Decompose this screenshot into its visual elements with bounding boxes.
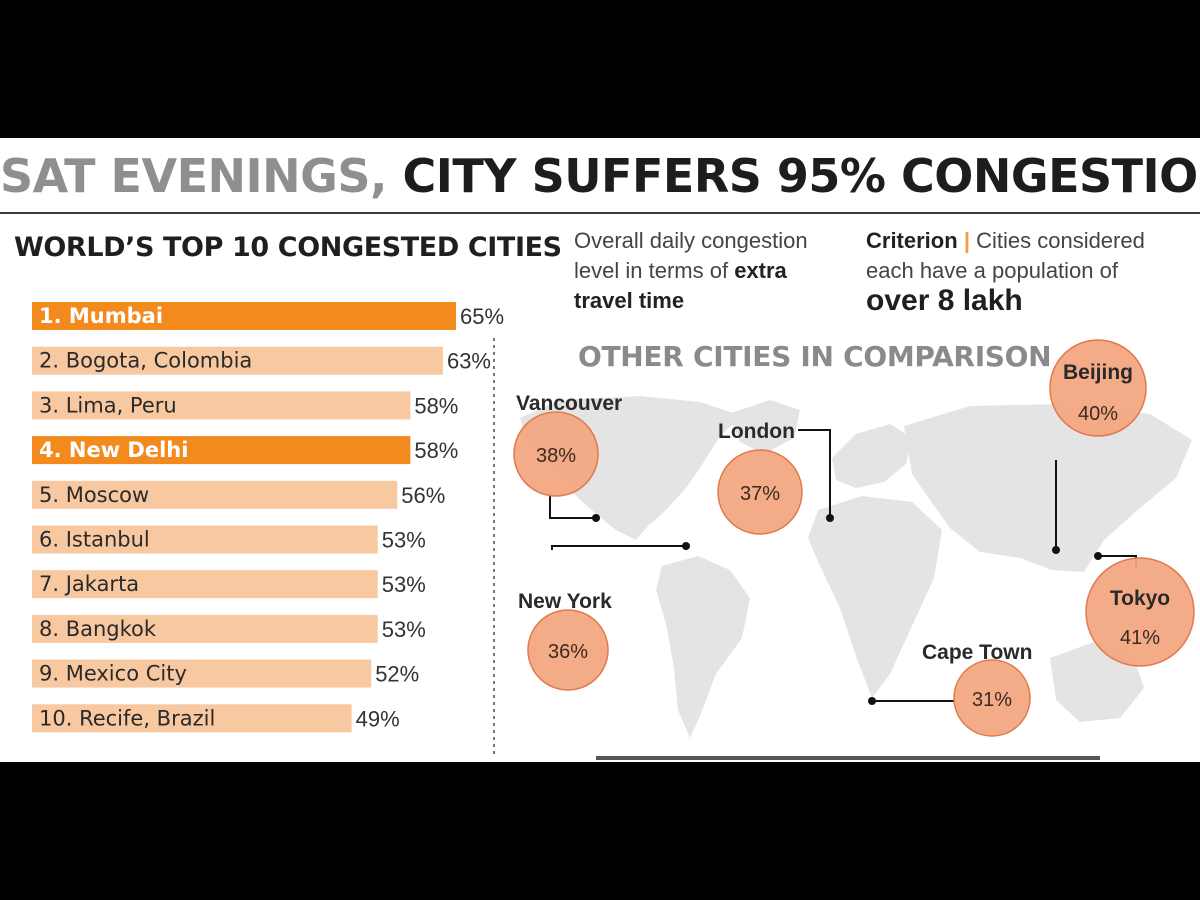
leader-line [551,545,686,550]
city-bubble [1085,557,1195,667]
city-value-label: 40% [1078,403,1118,425]
city-value-label: 31% [972,689,1012,711]
bar-category-label: 9. Mexico City [39,662,187,686]
infographic-panel: SAT EVENINGS, CITY SUFFERS 95% CONGESTIO… [0,138,1200,762]
bar-category-label: 10. Recife, Brazil [39,706,215,730]
bar-value-label: 58% [414,438,458,463]
africa-landmass [808,496,942,698]
headline: SAT EVENINGS, CITY SUFFERS 95% CONGESTIO… [0,146,1200,206]
city-bubbles: Vancouver 38% London 37% Beijing 40% New York 3… [513,339,1195,737]
criterion-separator: | [963,228,970,253]
bar-chart-title: WORLD’S TOP 10 CONGESTED CITIES [14,232,562,263]
city-location-dot [592,514,600,522]
headline-main: CITY SUFFERS 95% CONGESTION [402,149,1200,203]
criterion-population: over 8 lakh [866,284,1023,317]
bar-value-label: 56% [401,483,445,508]
bar [32,302,456,330]
city-location-dot [1094,552,1102,560]
city-location-dot [1052,546,1060,554]
leader-line [798,429,831,518]
congestion-definition-note: Overall daily congestion level in terms … [574,226,844,316]
bar-category-label: 4. New Delhi [39,438,188,462]
bar-value-label: 63% [447,349,491,374]
city-bubble [527,609,609,691]
bar [32,391,411,420]
bar-series: 1. Mumbai 65% 2. Bogota, Colombia 63% 3. Lim… [32,302,504,733]
bar [32,346,443,375]
bar-value-label: 53% [382,572,426,597]
bar-value-label: 49% [356,706,400,731]
south-america-landmass [656,556,750,738]
criterion-label: Criterion [866,228,958,253]
bar [32,480,398,509]
city-name-label: Cape Town [922,641,1032,664]
bar-value-label: 65% [460,304,504,329]
world-map [520,396,1192,738]
bar-category-label: 3. Lima, Peru [39,393,177,417]
bar-value-label: 52% [375,662,419,687]
bar-category-label: 2. Bogota, Colombia [39,349,252,373]
leader-line [549,496,596,519]
bar-category-label: 7. Jakarta [39,572,139,596]
bar [32,704,352,733]
europe-landmass [832,424,912,488]
city-value-label: 37% [740,483,780,505]
note-plain-text: Overall daily congestion level in terms … [574,228,808,283]
headline-rule [0,212,1200,214]
bar-value-label: 53% [382,617,426,642]
bar-category-label: 8. Bangkok [39,617,157,641]
city-value-label: 38% [536,445,576,467]
city-name-label: Vancouver [516,392,622,415]
criterion-note: Criterion | Cities considered each have … [866,226,1186,318]
note-bold-text: extra travel time [574,258,787,313]
bar [32,570,378,599]
greenland-landmass [728,400,800,454]
asia-landmass [904,404,1192,572]
city-value-label: 41% [1120,627,1160,649]
comparison-title: OTHER CITIES IN COMPARISON [578,340,1052,373]
bar [32,614,378,643]
city-name-label: Beijing [1063,361,1133,384]
headline-prefix: SAT EVENINGS, [0,149,387,203]
bar-category-label: 6. Istanbul [39,528,150,552]
city-bubble [953,659,1031,737]
criterion-text: Cities considered each have a population… [866,228,1145,283]
bar-category-label: 1. Mumbai [39,304,163,328]
city-name-label: New York [518,590,612,613]
bar-value-label: 58% [414,393,458,418]
city-value-label: 36% [548,641,588,663]
city-bubble [717,449,803,535]
city-location-dot [868,697,876,705]
bar-category-label: 5. Moscow [39,483,149,507]
city-bubble [513,411,599,497]
bar [32,659,372,688]
chart-canvas: 1. Mumbai 65% 2. Bogota, Colombia 63% 3. Lim… [32,302,1195,760]
bar [32,436,411,465]
city-bubble [1049,339,1147,437]
city-location-dot [682,542,690,550]
city-location-dot [826,514,834,522]
city-name-label: Tokyo [1110,587,1170,610]
bar-value-label: 53% [382,528,426,553]
city-name-label: London [718,420,795,443]
bar [32,525,378,554]
